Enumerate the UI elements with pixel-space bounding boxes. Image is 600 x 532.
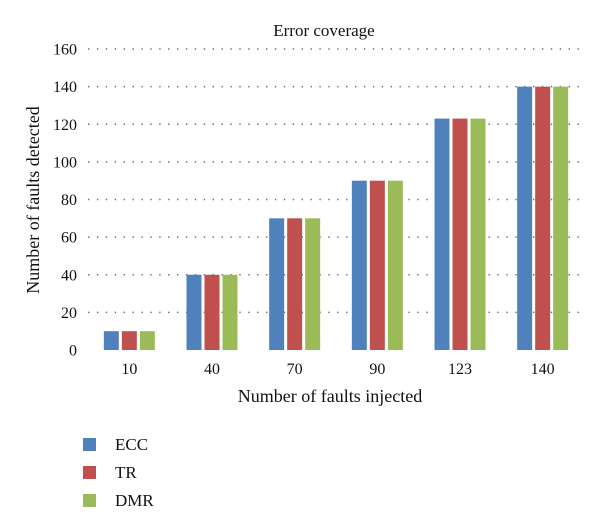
y-tick-label: 120 [53, 117, 77, 134]
bar-ecc-40 [186, 274, 202, 350]
bar-ecc-10 [103, 331, 119, 350]
y-tick-label: 0 [69, 343, 77, 360]
bar-dmr-10 [139, 331, 155, 350]
bar-ecc-70 [269, 218, 285, 350]
bar-ecc-90 [351, 180, 367, 350]
bar-ecc-123 [434, 118, 450, 350]
bar-tr-70 [287, 218, 303, 350]
legend-swatch-dmr [83, 494, 96, 507]
bar-tr-123 [452, 118, 468, 350]
y-tick-label: 20 [61, 305, 77, 322]
y-tick-label: 100 [53, 154, 77, 171]
bar-dmr-90 [387, 180, 403, 350]
y-tick-label: 140 [53, 79, 77, 96]
x-axis-label: Number of faults injected [238, 386, 422, 406]
legend-label-tr: TR [115, 463, 137, 482]
y-tick-label: 60 [61, 230, 77, 247]
x-tick-label: 123 [448, 361, 472, 378]
legend-label-dmr: DMR [115, 491, 154, 510]
x-tick-label: 10 [121, 361, 137, 378]
gridlines [88, 48, 584, 314]
bar-tr-40 [204, 274, 220, 350]
x-axis-ticks: 10 40 70 90 123 140 [121, 361, 554, 378]
legend-swatch-ecc [83, 438, 96, 451]
y-axis-ticks: 0 20 40 60 80 100 120 140 160 [53, 42, 77, 360]
bar-tr-10 [121, 331, 137, 350]
bar-tr-90 [369, 180, 385, 350]
bar-dmr-123 [470, 118, 486, 350]
x-tick-label: 70 [287, 361, 303, 378]
y-tick-label: 80 [61, 192, 77, 209]
x-tick-label: 90 [369, 361, 385, 378]
y-tick-label: 160 [53, 42, 77, 59]
x-tick-label: 140 [531, 361, 555, 378]
legend-label-ecc: ECC [115, 435, 148, 454]
bar-tr-140 [535, 86, 551, 350]
legend-swatch-tr [83, 466, 96, 479]
y-tick-label: 40 [61, 267, 77, 284]
bar-ecc-140 [517, 86, 533, 350]
legend: ECC TR DMR [83, 435, 154, 510]
bar-dmr-140 [553, 86, 569, 350]
x-tick-label: 40 [204, 361, 220, 378]
bars [103, 86, 569, 350]
chart-title: Error coverage [273, 21, 374, 40]
y-axis-label: Number of faults detected [23, 106, 43, 293]
bar-dmr-70 [305, 218, 321, 350]
bar-dmr-40 [222, 274, 238, 350]
